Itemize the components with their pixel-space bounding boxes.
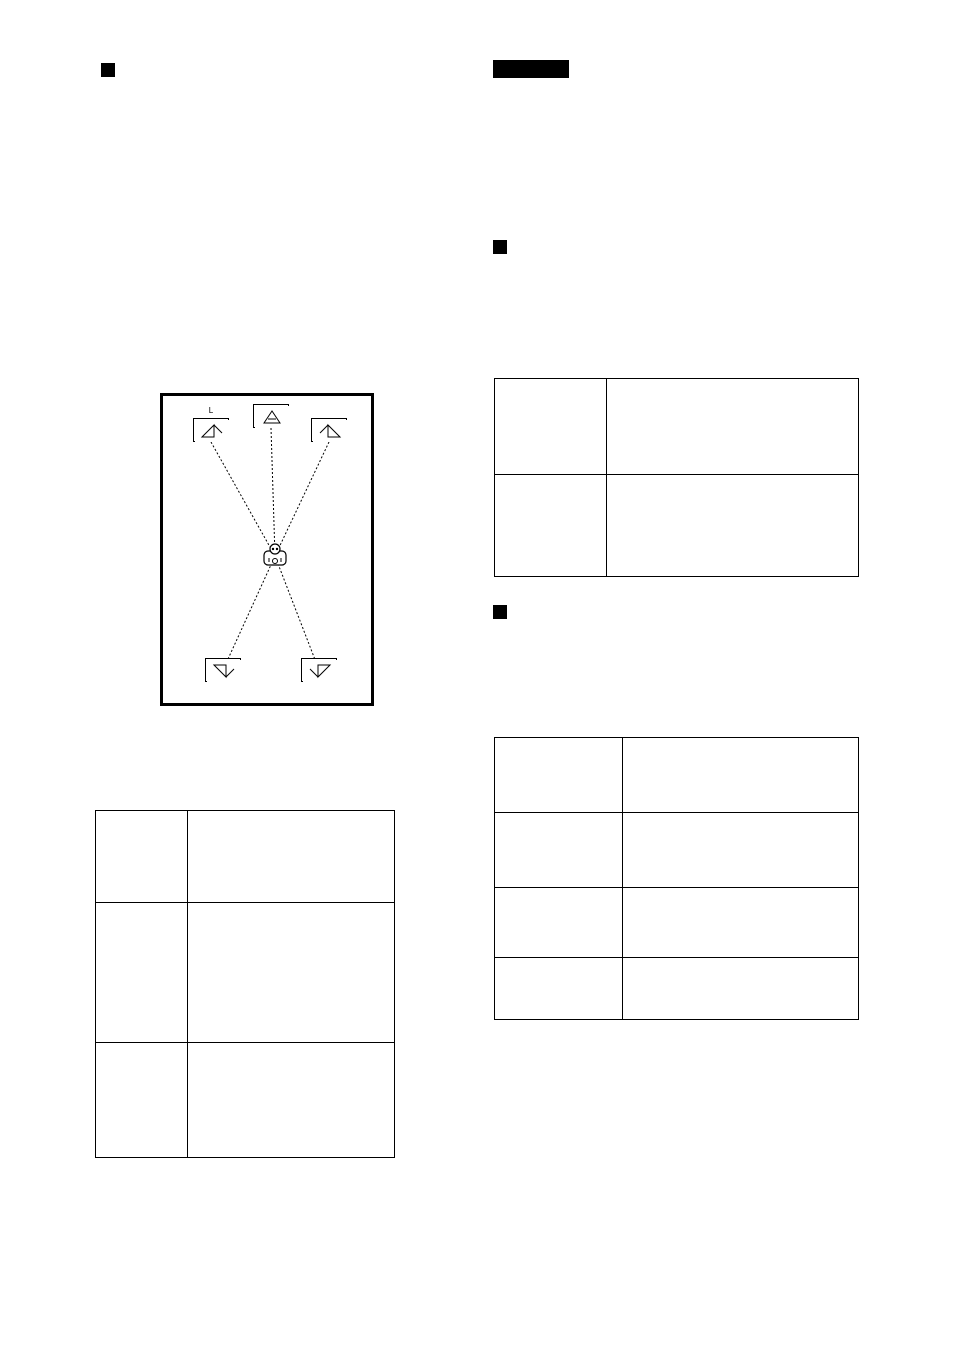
speaker-front-right bbox=[311, 418, 347, 442]
speaker-label-fl: L bbox=[195, 406, 227, 415]
bullet-right-2 bbox=[493, 605, 507, 619]
table-row bbox=[495, 738, 859, 813]
table-right-1 bbox=[494, 378, 859, 577]
table-row bbox=[495, 379, 859, 475]
table-right-2 bbox=[494, 737, 859, 1020]
header-label-box bbox=[493, 60, 569, 78]
speaker-rear-left bbox=[205, 658, 241, 682]
table-row bbox=[96, 811, 395, 903]
page-root: L bbox=[0, 0, 954, 1352]
listener-icon bbox=[260, 541, 290, 571]
table-row bbox=[495, 475, 859, 577]
speaker-layout-diagram: L bbox=[160, 393, 374, 706]
table-row bbox=[495, 888, 859, 958]
speaker-rear-right bbox=[301, 658, 337, 682]
table-row bbox=[495, 958, 859, 1020]
table-row bbox=[96, 903, 395, 1043]
table-row bbox=[495, 813, 859, 888]
table-left bbox=[95, 810, 395, 1158]
bullet-left-top bbox=[101, 63, 115, 77]
table-row bbox=[96, 1043, 395, 1158]
speaker-front-center bbox=[253, 404, 289, 428]
speaker-front-left bbox=[193, 418, 229, 442]
bullet-right-1 bbox=[493, 240, 507, 254]
